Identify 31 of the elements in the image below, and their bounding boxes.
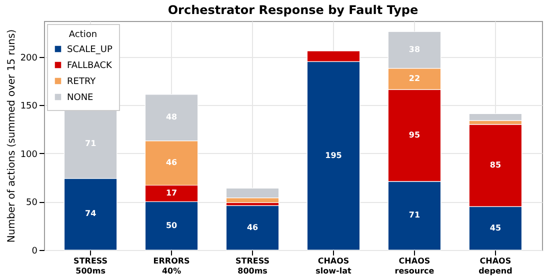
- data-label: 22: [408, 74, 420, 83]
- legend-label: FALLBACK: [67, 61, 113, 71]
- legend-label: NONE: [67, 93, 94, 103]
- y-tick-label: 200: [20, 53, 38, 64]
- data-label: 195: [325, 150, 342, 160]
- y-tick-label: 100: [20, 150, 38, 160]
- data-label: 17: [166, 188, 178, 198]
- data-label: 85: [490, 160, 502, 170]
- x-tick-label: CHAOS slow-lat: [316, 256, 352, 276]
- data-label: 46: [246, 222, 259, 232]
- x-tick-label: CHAOS depend: [478, 256, 513, 276]
- data-label: 95: [408, 130, 420, 140]
- legend-label: RETRY: [67, 77, 96, 87]
- legend-title: Action: [68, 30, 98, 40]
- x-tick-label: ERRORS 40%: [153, 256, 190, 276]
- x-tick-label: STRESS 800ms: [236, 256, 270, 276]
- bar: [226, 205, 280, 250]
- data-label: 50: [166, 220, 178, 230]
- bar: [468, 113, 522, 121]
- y-tick-label: 150: [20, 102, 38, 112]
- y-axis-title: Number of actions (summed over 15 runs): [6, 29, 18, 243]
- legend-label: SCALE_UP: [67, 45, 113, 55]
- x-tick-label: STRESS 500ms: [74, 256, 108, 276]
- data-label: 45: [490, 223, 502, 232]
- data-label: 74: [84, 209, 97, 218]
- x-tick-label: CHAOS resource: [394, 256, 435, 276]
- y-tick-label: 0: [32, 246, 38, 256]
- data-label: 46: [166, 158, 178, 168]
- y-tick-label: 50: [26, 198, 38, 208]
- chart-title: Orchestrator Response by Fault Type: [168, 3, 418, 17]
- data-label: 71: [408, 210, 420, 220]
